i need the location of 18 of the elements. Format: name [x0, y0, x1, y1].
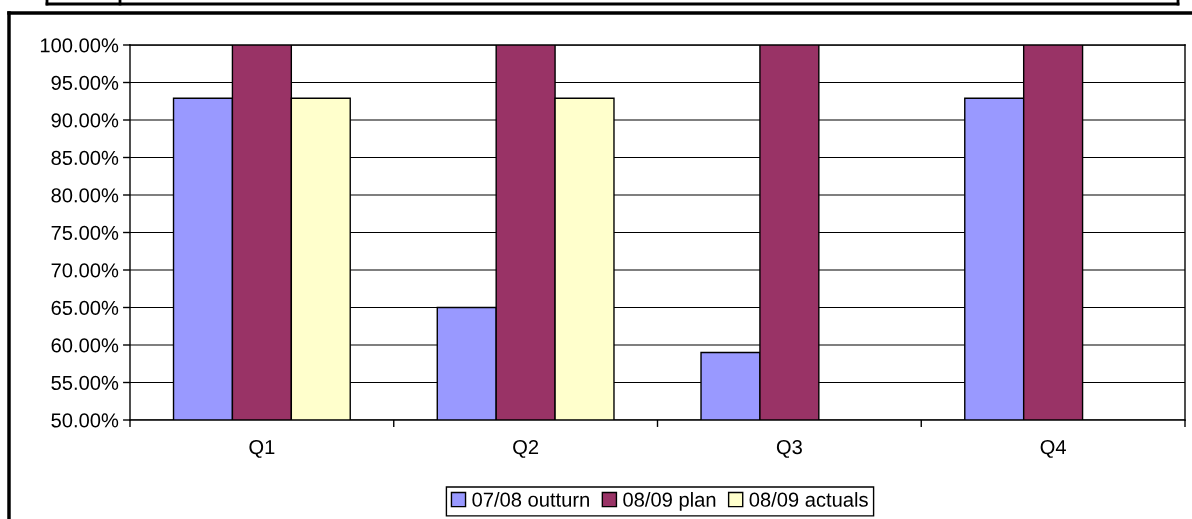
y-tick-label: 85.00% [51, 150, 119, 165]
legend-label: 08/09 actuals [749, 492, 868, 507]
y-tick-label: 50.00% [51, 413, 119, 428]
y-tick-label: 60.00% [51, 338, 119, 353]
y-tick-label: 55.00% [51, 375, 119, 390]
x-tick-label: Q1 [249, 439, 275, 458]
y-tick-label: 95.00% [51, 75, 119, 90]
y-tick-label: 65.00% [51, 300, 119, 315]
y-tick-label: 80.00% [51, 188, 119, 203]
y-tick-label: 90.00% [51, 113, 119, 128]
y-tick-label: 70.00% [51, 263, 119, 278]
legend-label: 08/09 plan [623, 492, 716, 511]
x-tick-label: Q2 [513, 439, 539, 458]
y-tick-label: 100.00% [40, 38, 119, 53]
x-tick-label: Q3 [776, 439, 802, 458]
y-tick-label: 75.00% [51, 225, 119, 240]
x-tick-label: Q4 [1040, 439, 1066, 458]
legend-label: 07/08 outturn [472, 492, 589, 507]
